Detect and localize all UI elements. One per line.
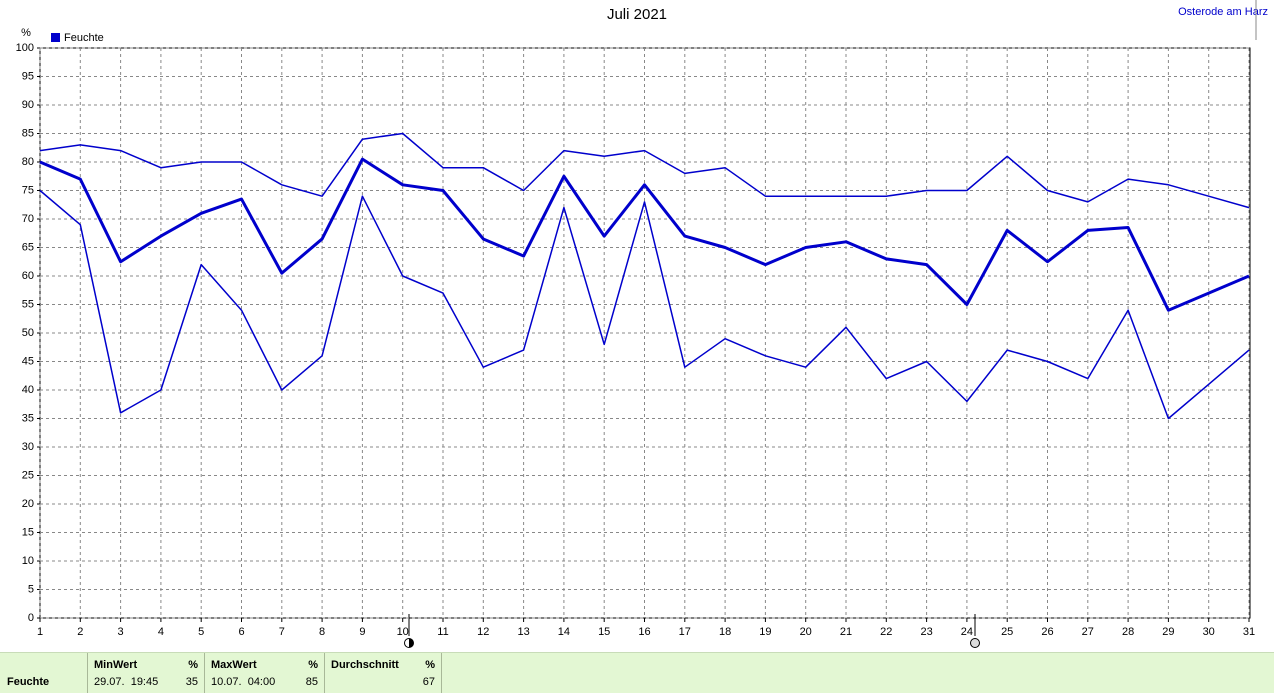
- summary-header: Durchschnitt: [331, 659, 399, 671]
- summary-time: 29.07. 19:45: [94, 676, 159, 688]
- y-tick-label: 60: [22, 270, 34, 282]
- x-tick-label: 25: [1001, 626, 1013, 638]
- y-tick-label: 0: [28, 612, 34, 624]
- y-tick-label: 10: [22, 555, 34, 567]
- summary-row-label: Feuchte: [7, 676, 50, 688]
- x-tick-label: 21: [840, 626, 852, 638]
- x-tick-label: 29: [1162, 626, 1174, 638]
- summary-panel: Feuchte MinWert % 29.07. 19:45 35 MaxWer…: [0, 652, 1274, 693]
- moon-half-fill: [409, 638, 414, 648]
- x-tick-label: 2: [77, 626, 83, 638]
- x-tick-label: 14: [558, 626, 570, 638]
- y-tick-label: 35: [22, 412, 34, 424]
- x-tick-label: 13: [517, 626, 529, 638]
- x-tick-label: 27: [1082, 626, 1094, 638]
- summary-time: 10.07. 04:00: [211, 676, 276, 688]
- x-tick-label: 26: [1041, 626, 1053, 638]
- legend-label: Feuchte: [64, 32, 104, 44]
- y-tick-label: 20: [22, 498, 34, 510]
- y-tick-label: 15: [22, 526, 34, 538]
- y-tick-label: 85: [22, 127, 34, 139]
- summary-cell: Durchschnitt % 67: [325, 653, 442, 693]
- x-tick-label: 20: [800, 626, 812, 638]
- x-tick-label: 5: [198, 626, 204, 638]
- y-tick-label: 95: [22, 70, 34, 82]
- x-tick-label: 15: [598, 626, 610, 638]
- summary-label-cell: Feuchte: [0, 653, 88, 693]
- y-tick-label: 50: [22, 327, 34, 339]
- y-tick-label: 55: [22, 298, 34, 310]
- y-tick-label: 25: [22, 469, 34, 481]
- x-tick-label: 3: [118, 626, 124, 638]
- x-tick-label: 9: [359, 626, 365, 638]
- summary-unit: %: [308, 659, 318, 671]
- x-tick-label: 10: [397, 626, 409, 638]
- x-tick-label: 6: [238, 626, 244, 638]
- data-line: [39, 132, 1250, 209]
- y-tick-label: 40: [22, 384, 34, 396]
- x-tick-label: 23: [920, 626, 932, 638]
- x-tick-label: 19: [759, 626, 771, 638]
- y-tick-label: 70: [22, 213, 34, 225]
- x-tick-label: 16: [638, 626, 650, 638]
- chart-title: Juli 2021: [607, 6, 667, 23]
- y-tick-label: 75: [22, 184, 34, 196]
- location: Osterode am Harz: [1178, 6, 1268, 18]
- summary-value: 35: [185, 676, 198, 688]
- data-line: [39, 189, 1250, 420]
- x-tick-label: 4: [158, 626, 164, 638]
- summary-value: 67: [422, 676, 435, 688]
- moon-full: [970, 638, 980, 648]
- x-tick-label: 28: [1122, 626, 1134, 638]
- x-tick-label: 22: [880, 626, 892, 638]
- x-tick-label: 7: [279, 626, 285, 638]
- x-tick-label: 11: [437, 626, 448, 638]
- x-tick-label: 8: [319, 626, 325, 638]
- x-tick-label: 24: [961, 626, 973, 638]
- y-tick-label: 90: [22, 99, 34, 111]
- summary-header: MinWert: [94, 659, 138, 671]
- y-tick-label: 30: [22, 441, 34, 453]
- legend-swatch: [51, 33, 60, 42]
- y-tick-label: 100: [16, 42, 34, 54]
- summary-cell: MinWert % 29.07. 19:45 35: [88, 653, 205, 693]
- x-tick-label: 1: [37, 626, 43, 638]
- chart: Juli 2021 Osterode am Harz % Feuchte 0 5 1…: [16, 0, 1268, 648]
- x-tick-label: 31: [1243, 626, 1255, 638]
- x-tick-label: 18: [719, 626, 731, 638]
- y-tick-label: 45: [22, 355, 34, 367]
- y-tick-label: 5: [28, 583, 34, 595]
- y-tick-label: 80: [22, 156, 34, 168]
- summary-value: 85: [305, 676, 318, 688]
- x-tick-label: 12: [477, 626, 489, 638]
- summary-unit: %: [425, 659, 435, 671]
- summary-cell: MaxWert % 10.07. 04:00 85: [205, 653, 325, 693]
- summary-header: MaxWert: [211, 659, 257, 671]
- y-axis-label: %: [21, 27, 31, 39]
- x-tick-label: 17: [679, 626, 691, 638]
- summary-unit: %: [188, 659, 198, 671]
- y-tick-label: 65: [22, 241, 34, 253]
- x-tick-label: 30: [1203, 626, 1215, 638]
- data-line: [39, 157, 1250, 312]
